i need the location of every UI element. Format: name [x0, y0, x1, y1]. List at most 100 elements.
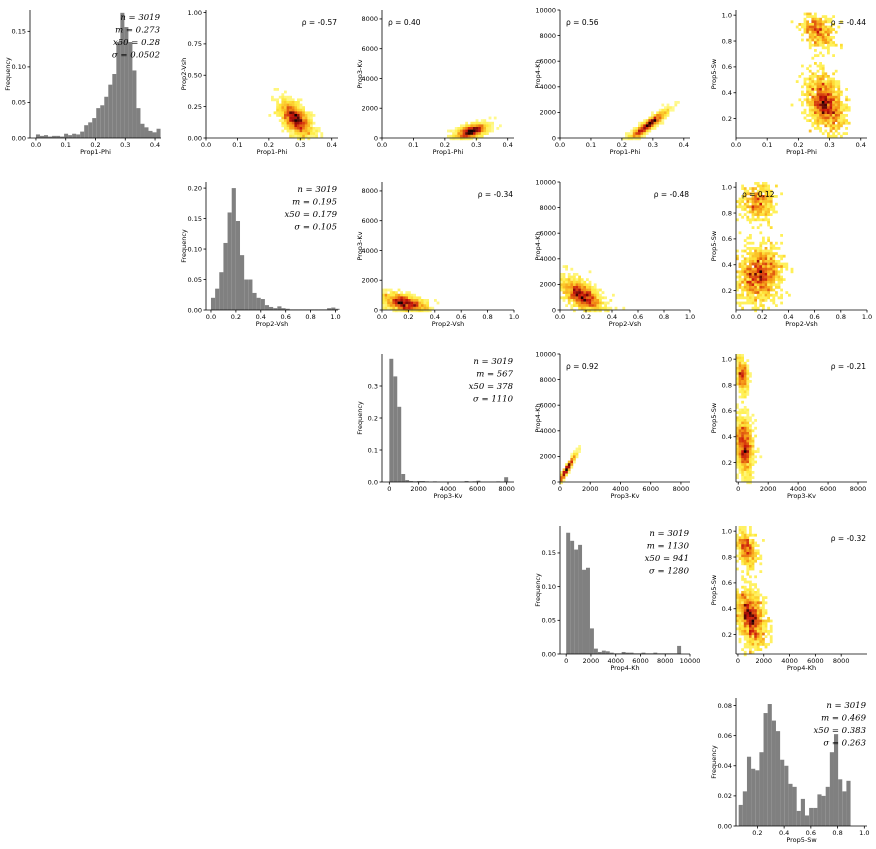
density-cell [583, 288, 587, 292]
stat-label: n = 3019 [120, 13, 160, 23]
density-cell [806, 20, 809, 24]
density-cell [743, 635, 747, 638]
density-cell [821, 30, 825, 34]
density-cell [754, 645, 757, 649]
y-axis-label: Frequency [180, 229, 188, 263]
histogram-panel-prop4-kh: 0 2000 4000 6000 8000 100000.000.050.100.15Pr… [534, 526, 700, 672]
density-cell [593, 286, 597, 289]
density-cell [769, 192, 773, 196]
y-tick-label: 1.0 [722, 183, 732, 191]
density-cell [751, 291, 755, 294]
y-tick-label: 10000 [535, 178, 556, 186]
density-cell [767, 213, 770, 216]
density-cell [814, 20, 817, 24]
density-cell [785, 265, 789, 268]
density-cell [575, 273, 579, 276]
density-cell [413, 299, 416, 302]
density-cell [751, 606, 755, 610]
density-cell [824, 90, 828, 94]
density-cell [754, 257, 757, 261]
density-cell [743, 447, 747, 451]
density-cell [780, 192, 783, 196]
density-cell [560, 481, 563, 485]
density-cell [596, 309, 600, 313]
density-cell [743, 286, 747, 289]
density-cell [759, 637, 763, 641]
density-cell [578, 280, 581, 284]
density-cell [751, 413, 755, 417]
density-cell [829, 108, 833, 112]
density-cell [829, 41, 833, 44]
y-tick-label: 0.05 [542, 617, 556, 625]
density-cell [754, 309, 757, 313]
density-cell [756, 195, 760, 198]
density-cell [819, 85, 822, 89]
density-cell [808, 85, 812, 89]
density-cell [284, 106, 287, 109]
density-cell [588, 270, 592, 274]
density-cell [816, 93, 820, 96]
density-cell [741, 624, 744, 628]
density-cell [751, 213, 755, 216]
density-cell [743, 549, 747, 553]
density-cell [759, 455, 763, 459]
y-tick-label: 0 [552, 134, 556, 142]
density-cell [749, 635, 752, 638]
density-cell [827, 82, 830, 86]
density-cell [741, 575, 744, 579]
density-cell [743, 544, 747, 547]
x-axis-label: Prop1-Phi [257, 148, 288, 156]
x-tick-label: 0.6 [281, 313, 291, 321]
density-cell [454, 129, 458, 133]
density-cell [570, 293, 574, 297]
density-cell [759, 554, 763, 558]
density-cell [759, 260, 763, 263]
density-cell [780, 275, 783, 279]
density-cell [743, 588, 747, 592]
density-cell [307, 114, 311, 117]
density-cell [772, 210, 776, 214]
density-cell [743, 361, 747, 365]
density-cell [738, 432, 742, 435]
density-cell [562, 280, 566, 284]
density-cell [304, 111, 308, 115]
density-cell [780, 288, 783, 292]
density-cell [284, 90, 287, 94]
density-cell [837, 116, 841, 120]
density-cell [746, 541, 750, 545]
density-cell [743, 278, 747, 281]
density-cell [580, 306, 584, 310]
density-cell [661, 103, 665, 107]
density-cell [736, 455, 739, 459]
density-cell [775, 265, 778, 268]
density-cell [738, 275, 742, 279]
density-cell [743, 526, 747, 529]
density-cell [759, 286, 763, 289]
density-cell [746, 424, 750, 427]
density-cell [738, 632, 742, 636]
density-cell [816, 127, 820, 130]
density-cell [756, 450, 760, 453]
stat-label: m = 1130 [647, 542, 690, 552]
density-cell [743, 643, 747, 646]
density-cell [767, 187, 770, 190]
density-cell [816, 121, 820, 125]
density-cell [400, 299, 403, 302]
density-cell [588, 288, 592, 292]
density-cell [816, 77, 820, 81]
density-cell [475, 137, 479, 141]
density-cell [462, 137, 466, 141]
x-tick-label: 0.0 [31, 141, 41, 149]
density-cell [832, 124, 835, 128]
density-cell [741, 611, 744, 615]
density-cell [762, 184, 765, 188]
density-cell [410, 306, 414, 310]
density-cell [741, 591, 744, 594]
density-cell [780, 270, 783, 274]
density-cell [635, 137, 639, 141]
density-cell [674, 103, 678, 107]
density-cell [754, 213, 757, 216]
density-cell [754, 208, 757, 211]
density-cell [759, 218, 763, 222]
density-cell [488, 116, 492, 120]
